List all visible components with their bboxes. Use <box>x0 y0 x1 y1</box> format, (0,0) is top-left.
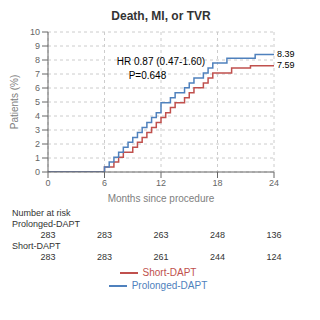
html-text:283: 283 <box>97 230 112 240</box>
html-text:Death, MI, or TVR: Death, MI, or TVR <box>111 9 211 23</box>
html-text:283: 283 <box>40 252 56 262</box>
svg-text:0: 0 <box>35 167 40 177</box>
svg-text:24: 24 <box>269 178 279 188</box>
svg-text:6: 6 <box>35 83 40 93</box>
html-text:248: 248 <box>210 230 225 240</box>
html-text:Number at risk: Number at risk <box>12 208 71 218</box>
html-text:Short-DAPT: Short-DAPT <box>12 241 61 251</box>
html-text:263: 263 <box>153 230 169 240</box>
html-text:124: 124 <box>266 252 282 262</box>
svg-text:6: 6 <box>102 178 107 188</box>
svg-text:9: 9 <box>35 41 40 51</box>
html-text:283: 283 <box>40 230 56 240</box>
html-text:261: 261 <box>153 252 169 262</box>
svg-text:4: 4 <box>35 111 40 121</box>
svg-text:3: 3 <box>35 125 40 135</box>
svg-text:5: 5 <box>35 97 40 107</box>
svg-text:Patients (%): Patients (%) <box>9 75 20 129</box>
svg-text:2: 2 <box>35 139 40 149</box>
svg-text:10: 10 <box>30 27 40 37</box>
html-text:Short-DAPT: Short-DAPT <box>142 267 197 278</box>
svg-text:7: 7 <box>35 69 40 79</box>
svg-text:12: 12 <box>156 178 166 188</box>
html-text:283: 283 <box>97 252 112 262</box>
svg-text:8.39: 8.39 <box>277 49 295 59</box>
html-text:244: 244 <box>210 252 225 262</box>
html-text:Prolonged-DAPT: Prolonged-DAPT <box>12 219 80 229</box>
svg-text:Months since procedure: Months since procedure <box>108 193 215 204</box>
svg-text:1: 1 <box>35 153 40 163</box>
html-text:136: 136 <box>266 230 282 240</box>
svg-text:7.59: 7.59 <box>277 60 295 70</box>
html-text:P=0.648: P=0.648 <box>128 69 167 81</box>
svg-text:18: 18 <box>212 178 222 188</box>
html-text:Prolonged-DAPT: Prolonged-DAPT <box>131 280 208 291</box>
svg-text:0: 0 <box>45 178 50 188</box>
svg-text:8: 8 <box>35 55 40 65</box>
html-text:HR 0.87 (0.47-1.60): HR 0.87 (0.47-1.60) <box>116 55 206 67</box>
